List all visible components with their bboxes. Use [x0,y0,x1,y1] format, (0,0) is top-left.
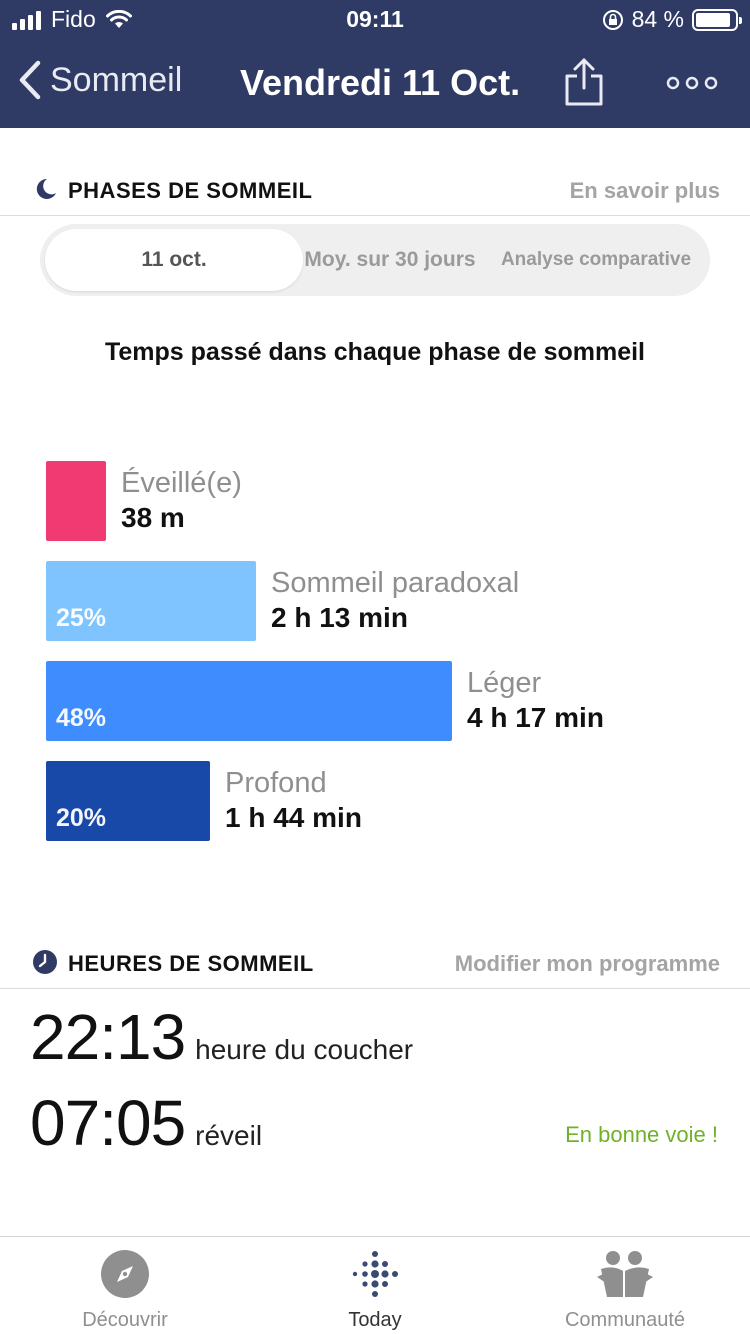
stage-bar-light: 48% [46,661,452,741]
status-left: Fido [12,6,132,33]
tab-community[interactable]: Communauté [500,1237,750,1334]
stage-percent-deep: 20% [56,804,107,832]
wifi-icon [105,9,132,28]
carrier-name: Fido [51,6,96,32]
stage-bar-awake [46,461,106,541]
hours-section-header: HEURES DE SOMMEIL Modifier mon programme [0,943,750,989]
community-icon [597,1251,653,1297]
segment-day[interactable]: 11 oct. [45,229,303,291]
bedtime-label: heure du coucher [195,1034,414,1065]
edit-schedule-link[interactable]: Modifier mon programme [454,951,720,976]
learn-more-link[interactable]: En savoir plus [569,178,720,203]
stage-text-deep: Profond 1 h 44 min [225,767,362,834]
tab-label-today: Today [348,1309,402,1331]
stage-name-deep: Profond [225,767,327,799]
wake-label: réveil [195,1120,263,1151]
stage-name-light: Léger [467,667,542,699]
battery-percent: 84 % [631,6,684,32]
hours-section-title: HEURES DE SOMMEIL [68,951,314,976]
back-button[interactable]: Sommeil [14,58,182,102]
status-right: 84 % [602,6,742,33]
top-bar: Fido 09:11 84 % Sommeil Vendredi 11 [0,0,750,128]
cellular-signal-icon [12,10,41,30]
share-icon[interactable] [562,56,606,108]
tab-today[interactable]: Today [250,1237,500,1334]
wake-row: 07:05 réveil [30,1086,262,1160]
stage-percent-light: 48% [56,704,107,732]
period-segmented-control: 11 oct. Moy. sur 30 jours Analyse compar… [40,224,710,296]
segment-30-day-average[interactable]: Moy. sur 30 jours [304,248,476,271]
stage-text-rem: Sommeil paradoxal 2 h 13 min [271,567,519,634]
back-label: Sommeil [50,60,183,99]
status-time: 09:11 [346,6,404,32]
chevron-left-icon [19,60,41,100]
stage-percent-rem: 25% [56,604,107,632]
status-bar: Fido 09:11 84 % [0,0,750,40]
clock-icon [33,950,57,974]
stage-name-rem: Sommeil paradoxal [271,567,520,599]
on-track-status: En bonne voie ! [565,1122,718,1147]
orientation-lock-icon [602,9,623,30]
tab-label-discover: Découvrir [82,1309,168,1331]
page-title: Vendredi 11 Oct. [240,62,521,103]
compass-icon [101,1250,149,1298]
nav-bar: Sommeil Vendredi 11 Oct. [0,40,750,128]
stage-duration-deep: 1 h 44 min [225,802,362,833]
phases-section-title: PHASES DE SOMMEIL [68,178,313,203]
moon-icon [36,178,56,199]
stage-bar-deep: 20% [46,761,210,841]
stage-duration-rem: 2 h 13 min [271,602,408,633]
stage-duration-light: 4 h 17 min [467,702,604,733]
stage-duration-awake: 38 m [121,502,185,533]
tab-bar: Découvrir Today Communauté [0,1236,750,1334]
stage-text-awake: Éveillé(e) 38 m [121,467,242,534]
stage-bar-rem: 25% [46,561,256,641]
tab-label-community: Communauté [564,1309,686,1331]
bedtime-row: 22:13 heure du coucher [30,1000,413,1074]
tab-discover[interactable]: Découvrir [0,1237,250,1334]
wake-value: 07:05 [30,1087,186,1159]
more-options-icon[interactable] [664,70,720,96]
chart-title: Temps passé dans chaque phase de sommeil [104,338,645,366]
bedtime-value: 22:13 [30,1001,186,1073]
stage-text-light: Léger 4 h 17 min [467,667,604,734]
stage-name-awake: Éveillé(e) [121,467,242,499]
fitbit-dots-icon [352,1251,398,1297]
phases-section-header: PHASES DE SOMMEIL En savoir plus [0,170,750,216]
segment-benchmark[interactable]: Analyse comparative [500,249,692,270]
battery-icon [692,8,742,31]
